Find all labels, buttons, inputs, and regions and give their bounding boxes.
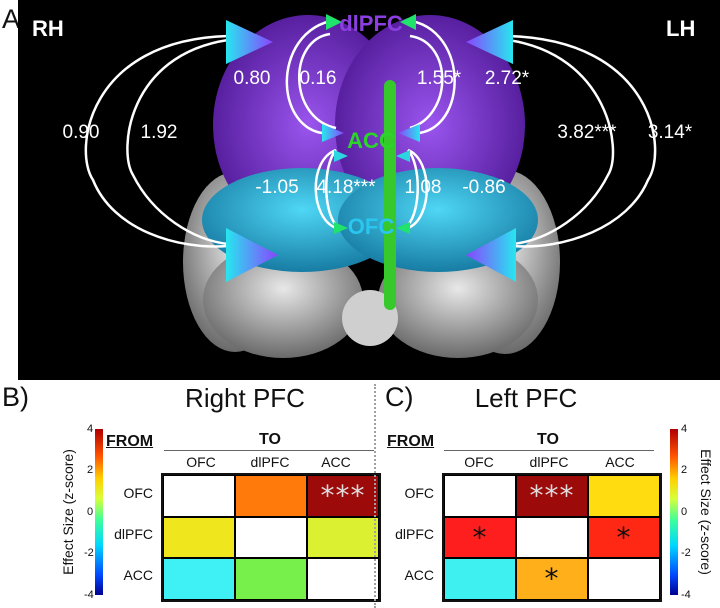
colorbar-c-tick: -4 (681, 589, 691, 601)
colorbar-b-tick: -4 (84, 589, 94, 601)
region-label-dlpfc: dlPFC (339, 11, 403, 36)
arrow-rh-to-dlpfc (226, 20, 273, 64)
arrow-rh-to-ofc (226, 228, 278, 282)
weight-rh-dlpfc-acc-outer: 0.80 (233, 68, 271, 89)
to-rule-b (164, 450, 374, 451)
colorbar-b (95, 429, 103, 595)
weight-lh-dlpfc-ofc-inner: 3.82*** (557, 122, 617, 143)
matrix-cell (588, 558, 660, 600)
matrix-cell: *** (307, 475, 379, 517)
weight-lh-dlpfc-acc-inner: 1.55* (416, 68, 462, 89)
matrix-cell: * (588, 516, 660, 558)
matrix-cell (444, 558, 516, 600)
arrow-lh-to-ofc (466, 228, 516, 282)
brain-acc-region (384, 80, 396, 310)
arrow-acc-small-2 (398, 124, 420, 142)
matrix-cell (235, 558, 307, 600)
panel-b-letter: B) (2, 382, 29, 412)
from-label-b: FROM (106, 433, 154, 450)
to-label-c: TO (537, 431, 559, 448)
col-head-b: ACC (321, 454, 351, 470)
col-head-c: dlPFC (529, 454, 569, 470)
to-label-b: TO (259, 431, 281, 448)
row-head-c: ACC (404, 567, 434, 583)
matrix-cell (516, 516, 588, 558)
colorbar-c-tick: -2 (681, 547, 691, 559)
arrow-acc-small-3 (334, 150, 348, 162)
matrix-cell (307, 558, 379, 600)
row-head-b: OFC (123, 485, 153, 501)
row-head-b: dlPFC (114, 526, 153, 542)
matrix-cell: *** (516, 475, 588, 517)
colorbar-c-tick: 2 (681, 464, 688, 476)
weight-rh-dlpfc-ofc-outer: 0.90 (62, 122, 100, 143)
arrow-acc-small-1 (322, 124, 344, 142)
row-head-c: OFC (404, 485, 434, 501)
hemisphere-label-right: RH (32, 16, 64, 41)
weight-lh-acc-ofc-outer: -0.86 (462, 177, 506, 198)
to-rule-c (444, 450, 654, 451)
row-head-c: dlPFC (395, 526, 434, 542)
from-label-c: FROM (387, 433, 435, 450)
weight-rh-dlpfc-acc-inner: 0.16 (299, 68, 337, 89)
weight-rh-acc-ofc-outer: -1.05 (255, 177, 299, 198)
weight-lh-acc-ofc-inner: 1.08 (404, 177, 442, 198)
arrow-ofc-small-1 (334, 222, 348, 234)
brain-illustration (84, 14, 657, 358)
matrix-right-pfc: *** (161, 473, 381, 602)
arrow-acc-small-4 (396, 150, 410, 162)
colorbar-b-tick: 4 (87, 423, 94, 435)
colorbar-c-tick: 0 (681, 506, 688, 518)
region-label-ofc: OFC (347, 214, 395, 239)
region-label-acc: ACC (347, 128, 395, 153)
colorbar-c (670, 429, 678, 595)
matrix-cell (163, 475, 235, 517)
panel-divider (374, 384, 376, 608)
brain-connectivity-diagram: RH LH dlPFC ACC OFC 0.90 1.92 0.80 0.16 … (18, 0, 720, 380)
colorbar-b-tick: -2 (84, 547, 94, 559)
connection-arrowheads (226, 14, 516, 282)
col-head-c: ACC (605, 454, 635, 470)
matrix-left-pfc: *** * * * (442, 473, 662, 602)
colorbar-label-b: Effect Size (z-score) (60, 449, 76, 575)
panel-b-title: Right PFC (185, 383, 305, 413)
matrix-cell (163, 516, 235, 558)
col-head-b: OFC (186, 454, 216, 470)
matrix-cell (588, 475, 660, 517)
col-head-b: dlPFC (250, 454, 290, 470)
colorbar-b-tick: 2 (87, 464, 94, 476)
colorbar-c-tick: 4 (681, 423, 688, 435)
matrix-cell: * (444, 516, 516, 558)
matrix-cell (444, 475, 516, 517)
weight-rh-acc-ofc-inner: 4.18*** (316, 177, 376, 198)
matrix-cell (307, 516, 379, 558)
hemisphere-label-left: LH (666, 16, 696, 41)
colorbar-label-c: Effect Size (z-score) (698, 449, 714, 575)
col-head-c: OFC (464, 454, 494, 470)
matrix-cell (163, 558, 235, 600)
arrow-dlpfc-small-2 (400, 14, 416, 30)
colorbar-b-tick: 0 (87, 506, 94, 518)
arrow-lh-to-dlpfc (466, 20, 513, 64)
matrix-cell (235, 516, 307, 558)
panel-c-letter: C) (385, 382, 414, 412)
connection-arcs (84, 18, 657, 248)
arrow-ofc-small-2 (396, 222, 410, 234)
row-head-b: ACC (123, 567, 153, 583)
matrix-cell (235, 475, 307, 517)
weight-lh-dlpfc-ofc-outer: 3.14* (647, 122, 693, 143)
weight-rh-dlpfc-ofc-inner: 1.92 (140, 122, 178, 143)
panel-c-title: Left PFC (474, 383, 578, 413)
arrow-dlpfc-small-1 (326, 14, 342, 30)
weight-lh-dlpfc-acc-outer: 2.72* (484, 68, 530, 89)
matrix-cell: * (516, 558, 588, 600)
